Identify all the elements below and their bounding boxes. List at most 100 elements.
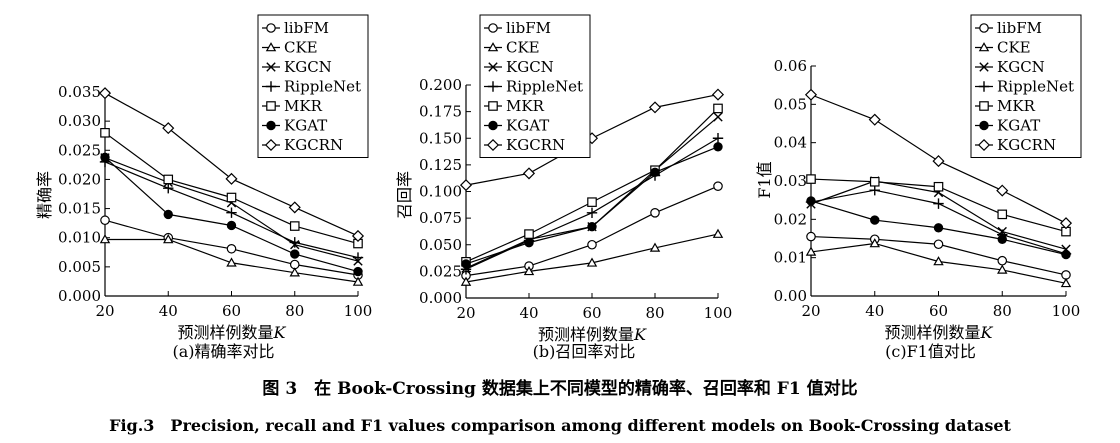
f1-y-tick-label: 0.00 [774,287,807,305]
f1-point-ripplenet [933,198,944,209]
f1-subcaption: (c)F1值对比 [885,342,976,361]
f1-x-axis-label: 预测样例数量K [885,323,994,342]
recall-point-kgat [587,221,597,232]
f1-point-libfm [997,255,1008,266]
f1-x-tick-label: 60 [929,302,948,320]
precision-point-ripplenet [289,237,300,248]
precision-point-kgcrn [225,172,238,185]
f1-point-kgcrn [804,88,818,101]
f1-point-kgat [806,196,816,206]
precision-y-tick-label: 0.005 [58,258,101,276]
recall-point-cke [712,228,724,238]
precision-x-axis-label: 预测样例数量K [178,323,287,342]
recall-y-tick-label: 0.150 [419,129,462,147]
precision-point-cke [99,234,111,244]
f1-legend-label-kgat: KGAT [997,117,1040,135]
f1-point-cke [933,256,944,266]
precision-x-tick-label: 80 [285,302,304,320]
figure-caption-en: Fig.3 Precision, recall and F1 values co… [109,416,1011,435]
recall-legend-label-kgat: KGAT [506,117,549,135]
precision-point-kgcrn [351,229,365,243]
recall-legend-marker-kgcn [488,62,498,72]
precision-point-cke [352,276,364,286]
f1-legend-marker-kgcn [979,62,989,72]
recall-point-kgcrn [459,179,473,192]
recall-legend-label-kgcn: KGCN [506,58,554,76]
f1-point-libfm [1061,270,1071,280]
precision-point-mkr [163,174,174,185]
f1-point-cke [869,238,880,248]
precision-point-mkr [226,192,237,203]
recall-point-kgcn [713,112,723,122]
precision-legend-marker-kgcn [266,62,276,72]
recall-point-kgat [524,237,534,248]
recall-x-axis-label: 预测样例数量K [538,325,647,344]
recall-y-tick-label: 0.125 [419,156,462,174]
chart-f1: 0.00 0.01 0.02 0.03 0.04 0.05 0.06 20 40 60 80 100 预… [755,14,1082,361]
f1-point-kgat [933,223,944,233]
recall-point-cke [586,257,598,267]
recall-point-ripplenet [586,207,598,218]
f1-x-tick-label: 20 [801,302,820,320]
precision-point-ripplenet [163,182,174,194]
f1-legend-label-kgcrn: KGCRN [997,136,1056,154]
precision-point-kgat [100,152,110,162]
precision-y-axis-label: 精确率 [35,171,54,219]
f1-point-kgcrn [868,113,881,126]
recall-point-kgcrn [522,167,536,180]
precision-subcaption: (a)精确率对比 [172,342,274,361]
precision-y-tick-label: 0.000 [58,287,101,305]
recall-legend-marker-kgcrn [486,138,500,152]
f1-point-kgat [1061,249,1071,260]
recall-point-cke [649,242,661,252]
precision-y-tick-label: 0.030 [58,112,101,130]
precision-legend-label-mkr: MKR [284,97,323,115]
recall-point-mkr [524,229,534,239]
precision-x-tick-label: 100 [344,302,373,320]
recall-point-cke [460,276,472,286]
f1-point-mkr [869,176,880,187]
charts-group: 0.000 0.005 0.010 0.015 0.020 0.025 0.030 0.035… [35,14,1082,361]
f1-point-libfm [806,231,816,242]
recall-y-tick-label: 0.100 [419,183,462,201]
f1-point-kgcrn [1059,217,1073,230]
recall-y-axis-label: 召回率 [395,171,414,219]
recall-legend-label-mkr: MKR [506,97,545,115]
precision-y-tick-label: 0.025 [58,141,101,159]
recall-legend-label-libfm: libFM [506,19,551,37]
f1-y-tick-label: 0.02 [774,210,807,228]
f1-legend-marker-libfm [979,23,989,33]
f1-legend-label-cke: CKE [997,39,1031,57]
precision-point-cke [289,267,300,277]
f1-point-ripplenet [869,185,880,196]
recall-legend-marker-libfm [488,23,498,33]
recall-point-kgat [713,142,723,152]
precision-legend-marker-cke [265,42,277,52]
f1-point-kgat [870,215,880,225]
precision-point-ripplenet [352,252,364,263]
f1-point-cke [1060,277,1072,288]
recall-subcaption: (b)召回率对比 [533,342,636,361]
precision-point-kgcrn [288,201,301,214]
precision-point-cke [226,257,237,267]
recall-legend-marker-mkr [488,101,498,111]
recall-x-tick-label: 60 [582,304,601,322]
precision-y-tick-label: 0.035 [58,83,101,101]
recall-legend-label-cke: CKE [506,39,540,57]
f1-point-mkr [806,174,816,184]
recall-point-libfm [713,181,723,191]
f1-point-libfm [933,239,944,250]
precision-y-tick-label: 0.015 [58,200,101,218]
recall-point-kgat [461,259,471,269]
precision-point-mkr [289,221,300,231]
f1-legend-marker-mkr [979,101,989,111]
recall-point-mkr [713,103,723,114]
recall-point-kgcrn [648,101,662,114]
chart-recall: 0.000 0.025 0.050 0.075 0.100 0.125 0.150 0.175… [395,14,732,361]
recall-point-libfm [650,208,660,218]
precision-legend-label-kgcn: KGCN [284,58,332,76]
f1-y-tick-label: 0.01 [774,249,807,267]
precision-point-kgat [226,220,237,231]
